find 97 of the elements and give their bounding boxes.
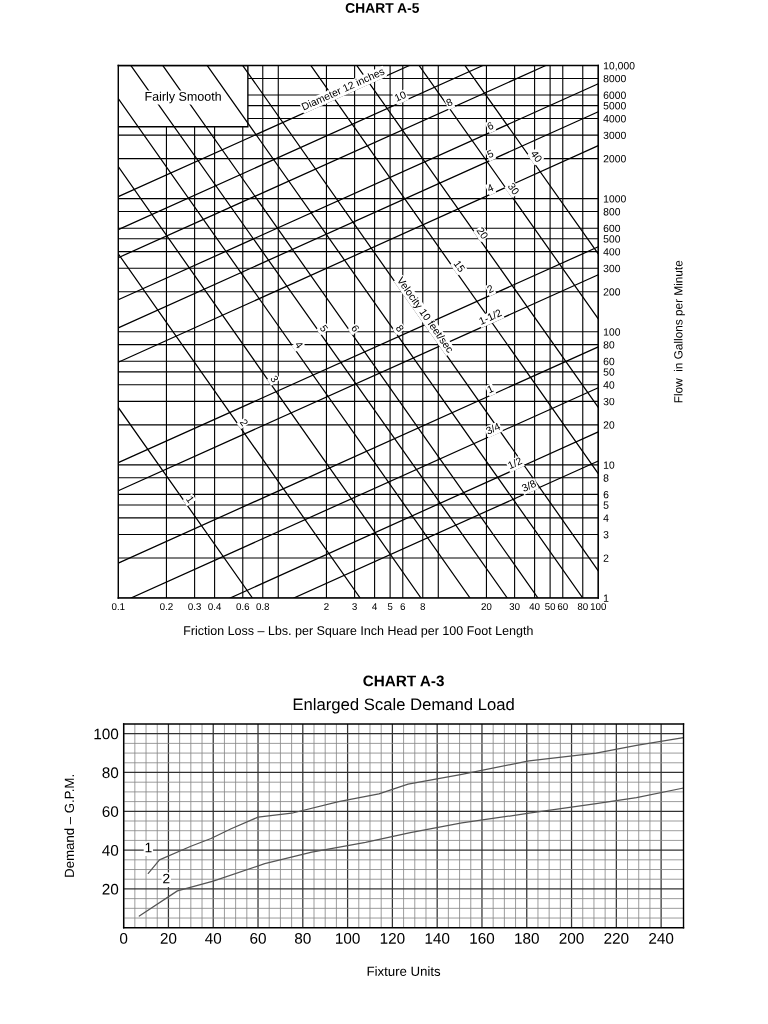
y-tick-label: 20 xyxy=(102,883,119,895)
x-tick-label: 0.2 xyxy=(160,603,173,611)
x-axis-title: Friction Loss – Lbs. per Square Inch Head per 100 Foot Length xyxy=(184,625,533,638)
x-tick-label: 120 xyxy=(380,933,405,944)
chart-subtitle: Enlarged Scale Demand Load xyxy=(293,698,514,714)
y-tick-label: 10,000 xyxy=(603,62,635,71)
x-tick-label: 200 xyxy=(559,933,584,944)
x-tick-label: 5 xyxy=(387,603,393,611)
text: 8 xyxy=(445,98,454,107)
y-axis-title: Demand – G.P.M. xyxy=(64,775,75,877)
y-tick-label: 300 xyxy=(603,264,621,273)
y-tick-label: 80 xyxy=(603,341,615,349)
text: 5 xyxy=(319,324,329,333)
y-tick-label: 60 xyxy=(603,357,615,366)
x-tick-label: 0.6 xyxy=(236,603,250,611)
y-tick-label: 6 xyxy=(603,490,609,499)
text: 5 xyxy=(486,149,495,159)
y-tick-label: 5 xyxy=(603,501,609,509)
text: 1 xyxy=(186,495,195,504)
y-tick-label: 500 xyxy=(603,235,621,243)
x-tick-label: 6 xyxy=(400,603,406,611)
y-tick-label: 8000 xyxy=(603,74,626,83)
x-tick-label: 40 xyxy=(529,603,540,611)
chart-title: CHART A-5 xyxy=(345,3,420,13)
x-tick-label: 20 xyxy=(160,933,177,944)
y-tick-label: 5000 xyxy=(603,102,626,110)
x-tick-label: 30 xyxy=(509,603,520,611)
y-tick-label: 6000 xyxy=(603,91,626,99)
x-tick-label: 0.1 xyxy=(111,603,125,611)
x-tick-label: 80 xyxy=(577,603,588,611)
x-tick-label: 80 xyxy=(294,933,311,944)
chart-title: CHART A-3 xyxy=(363,675,444,687)
text: 8 xyxy=(395,324,405,333)
x-tick-label: 140 xyxy=(425,933,450,944)
text: 1/2 xyxy=(507,456,523,470)
x-tick-label: 0.3 xyxy=(188,603,201,611)
x-tick-label: 4 xyxy=(372,603,378,610)
x-tick-label: 60 xyxy=(557,603,568,611)
y-tick-label: 2000 xyxy=(603,155,626,163)
y-tick-label: 4000 xyxy=(603,115,626,123)
x-axis-title: Fixture Units xyxy=(367,966,441,976)
y-tick-label: 80 xyxy=(102,767,119,779)
text: 4 xyxy=(486,183,495,193)
text: 1 xyxy=(486,384,494,394)
text: 30 xyxy=(507,182,520,196)
x-tick-label: 8 xyxy=(420,603,426,611)
y-tick-label: 800 xyxy=(603,208,621,216)
x-tick-label: 60 xyxy=(250,933,266,944)
y-tick-label: 10 xyxy=(603,461,615,469)
x-tick-label: 3 xyxy=(352,603,357,611)
text: 6 xyxy=(350,324,360,333)
text: 2 xyxy=(239,418,249,427)
y-tick-label: 40 xyxy=(102,844,119,856)
y-tick-label: 1000 xyxy=(603,195,626,203)
y-tick-label: 20 xyxy=(603,421,615,429)
y-tick-label: 200 xyxy=(603,288,621,296)
text: 20 xyxy=(476,226,489,240)
y-tick-label: 8 xyxy=(603,474,609,482)
y-tick-label: 3000 xyxy=(603,131,626,140)
x-tick-label: 20 xyxy=(481,603,492,611)
text: 15 xyxy=(453,260,466,273)
y-tick-label: 50 xyxy=(603,368,615,376)
x-tick-label: 220 xyxy=(604,933,629,944)
x-tick-label: 40 xyxy=(205,933,222,944)
text: 10 xyxy=(394,90,407,102)
x-tick-label: 0.8 xyxy=(256,603,270,611)
y-tick-label: 600 xyxy=(603,224,621,233)
x-tick-label: 240 xyxy=(649,933,674,944)
y-tick-label: 100 xyxy=(94,728,119,740)
text: 2 xyxy=(486,284,494,294)
x-tick-label: 180 xyxy=(515,933,539,944)
y-tick-label: 3 xyxy=(603,531,609,539)
text: 3/4 xyxy=(485,422,501,435)
series-label: 1 xyxy=(145,842,152,853)
y-tick-label: 4 xyxy=(603,514,609,522)
x-tick-label: 0 xyxy=(120,933,128,944)
text: 3 xyxy=(270,374,279,384)
y-tick-label: 60 xyxy=(102,806,119,817)
y-tick-label: 40 xyxy=(603,381,615,389)
text: 6 xyxy=(486,121,494,131)
x-tick-label: 100 xyxy=(336,933,360,944)
y-tick-label: 30 xyxy=(603,397,615,406)
x-tick-label: 0.4 xyxy=(208,603,222,611)
y-axis-title: Flow in Gallons per Minute xyxy=(673,260,685,403)
series-label: 2 xyxy=(163,873,170,884)
text: 1-1/2 xyxy=(478,308,503,325)
text: 40 xyxy=(530,149,543,163)
annotation: Fairly Smooth xyxy=(145,91,221,104)
y-tick-label: 2 xyxy=(603,554,609,562)
x-tick-label: 50 xyxy=(545,603,556,611)
y-tick-label: 400 xyxy=(603,248,621,256)
text: 3/8 xyxy=(521,479,537,492)
x-tick-label: 160 xyxy=(470,933,495,944)
x-tick-label: 2 xyxy=(324,603,329,610)
text: 4 xyxy=(294,340,304,350)
y-tick-label: 1 xyxy=(603,594,609,602)
y-tick-label: 100 xyxy=(603,328,621,336)
